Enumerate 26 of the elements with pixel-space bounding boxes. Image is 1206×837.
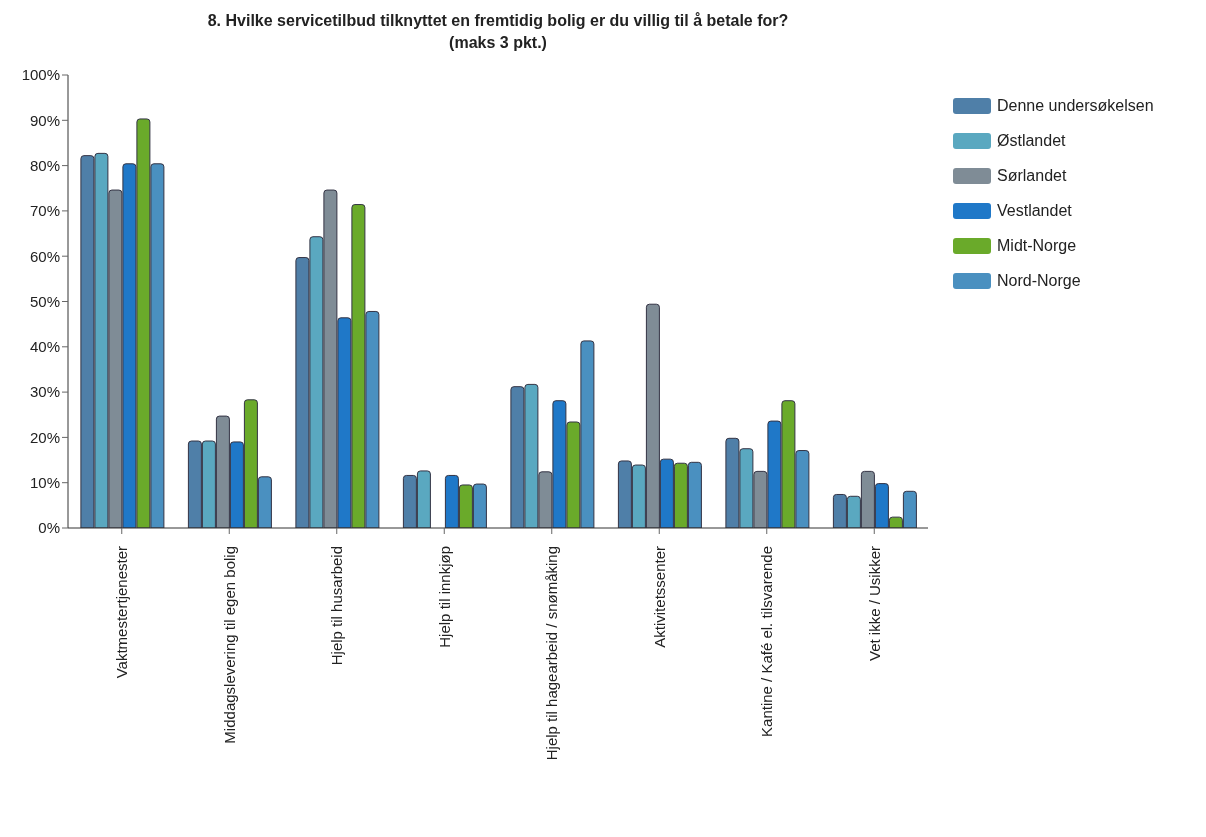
x-tick-label: Hjelp til husarbeid: [328, 546, 346, 666]
y-tick-label: 20%: [29, 428, 60, 446]
legend-label: Nord-Norge: [997, 271, 1081, 290]
legend-label: Midt-Norge: [997, 236, 1077, 255]
y-tick-label: 60%: [29, 247, 60, 265]
y-tick-label: 50%: [29, 292, 60, 310]
chart-title: 8. Hvilke servicetilbud tilknyttet en fremtidig bolig er du villig til å betale for? (maks 3 pkt.): [206, 11, 790, 53]
x-tick-label: Vet ikke / Usikker: [865, 546, 883, 662]
y-tick-label: 0%: [38, 519, 60, 537]
legend-label: Denne undersøkelsen: [997, 96, 1154, 115]
legend-label: Østlandet: [997, 131, 1066, 150]
x-tick-label: Middagslevering til egen bolig: [220, 546, 238, 744]
y-tick-label: 10%: [29, 474, 60, 492]
x-tick-label: Aktivitetssenter: [650, 546, 668, 648]
y-tick-label: 30%: [29, 383, 60, 401]
y-tick-label: 70%: [29, 202, 60, 220]
legend-label: Sørlandet: [997, 166, 1067, 185]
y-tick-label: 90%: [29, 111, 60, 129]
legend-label: Vestlandet: [997, 201, 1072, 220]
x-tick-label: Vaktmestertjenester: [113, 546, 131, 679]
x-tick-label: Hjelp til innkjøp: [435, 546, 453, 648]
y-tick-label: 80%: [29, 156, 60, 174]
x-tick-label: Hjelp til hagearbeid / snømåking: [543, 546, 561, 761]
y-tick-label: 40%: [29, 338, 60, 356]
x-tick-label: Kantine / Kafé el. tilsvarende: [758, 546, 776, 737]
y-tick-label: 100%: [21, 66, 60, 84]
